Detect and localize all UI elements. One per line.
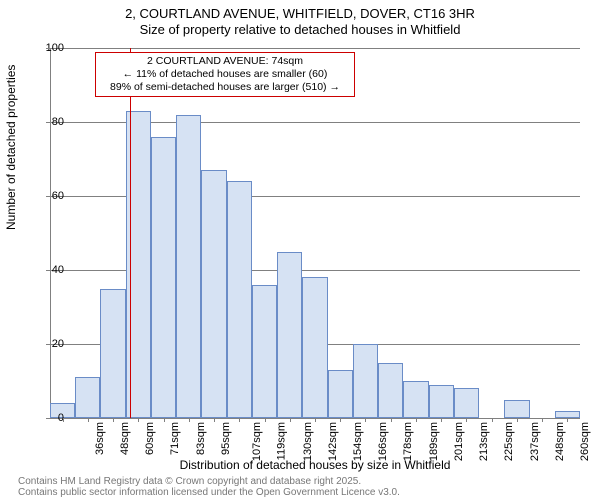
x-tick-label: 189sqm bbox=[428, 422, 440, 461]
histogram-bar bbox=[555, 411, 580, 418]
histogram-bar bbox=[429, 385, 454, 418]
x-tick-mark bbox=[517, 418, 518, 422]
y-tick-mark bbox=[46, 196, 50, 197]
x-tick-mark bbox=[492, 418, 493, 422]
x-tick-label: 213sqm bbox=[478, 422, 490, 461]
histogram-bar bbox=[378, 363, 403, 419]
histogram-bar bbox=[75, 377, 100, 418]
histogram-bar bbox=[201, 170, 226, 418]
x-tick-mark bbox=[340, 418, 341, 422]
histogram-bar bbox=[252, 285, 277, 418]
x-tick-mark bbox=[542, 418, 543, 422]
x-tick-label: 178sqm bbox=[403, 422, 415, 461]
footer-line1: Contains HM Land Registry data © Crown c… bbox=[18, 476, 400, 487]
annotation-line3: 89% of semi-detached houses are larger (… bbox=[100, 81, 350, 94]
x-tick-mark bbox=[466, 418, 467, 422]
x-tick-label: 107sqm bbox=[251, 422, 263, 461]
x-tick-mark bbox=[164, 418, 165, 422]
x-tick-mark bbox=[290, 418, 291, 422]
chart-title-line2: Size of property relative to detached ho… bbox=[0, 22, 600, 38]
chart-title-block: 2, COURTLAND AVENUE, WHITFIELD, DOVER, C… bbox=[0, 0, 600, 39]
x-tick-label: 166sqm bbox=[377, 422, 389, 461]
footer-attribution: Contains HM Land Registry data © Crown c… bbox=[18, 476, 400, 498]
histogram-bar bbox=[151, 137, 176, 418]
x-tick-mark bbox=[441, 418, 442, 422]
y-tick-mark bbox=[46, 122, 50, 123]
x-tick-mark bbox=[113, 418, 114, 422]
x-tick-label: 237sqm bbox=[529, 422, 541, 461]
x-tick-mark bbox=[365, 418, 366, 422]
y-tick-label: 20 bbox=[24, 338, 64, 350]
x-tick-mark bbox=[88, 418, 89, 422]
y-axis-label: Number of detached properties bbox=[4, 65, 18, 230]
x-tick-label: 48sqm bbox=[119, 422, 131, 455]
x-tick-label: 71sqm bbox=[169, 422, 181, 455]
x-axis-label: Distribution of detached houses by size … bbox=[50, 458, 580, 472]
x-tick-label: 95sqm bbox=[220, 422, 232, 455]
reference-marker-line bbox=[130, 48, 131, 418]
x-tick-mark bbox=[189, 418, 190, 422]
annotation-box: 2 COURTLAND AVENUE: 74sqm← 11% of detach… bbox=[95, 52, 355, 97]
x-tick-label: 225sqm bbox=[504, 422, 516, 461]
histogram-bar bbox=[277, 252, 302, 419]
y-tick-mark bbox=[46, 344, 50, 345]
y-axis-line bbox=[50, 48, 51, 418]
footer-line2: Contains public sector information licen… bbox=[18, 487, 400, 498]
histogram-bar bbox=[227, 181, 252, 418]
histogram-bar bbox=[100, 289, 125, 419]
x-tick-mark bbox=[567, 418, 568, 422]
y-tick-label: 0 bbox=[24, 412, 64, 424]
x-tick-label: 248sqm bbox=[554, 422, 566, 461]
y-tick-label: 100 bbox=[24, 42, 64, 54]
chart-title-line1: 2, COURTLAND AVENUE, WHITFIELD, DOVER, C… bbox=[0, 6, 600, 22]
x-tick-mark bbox=[315, 418, 316, 422]
y-tick-label: 80 bbox=[24, 116, 64, 128]
y-tick-mark bbox=[46, 418, 50, 419]
y-tick-label: 60 bbox=[24, 190, 64, 202]
y-tick-label: 40 bbox=[24, 264, 64, 276]
histogram-bar bbox=[302, 277, 327, 418]
annotation-line1: 2 COURTLAND AVENUE: 74sqm bbox=[100, 55, 350, 68]
chart-container: 2, COURTLAND AVENUE, WHITFIELD, DOVER, C… bbox=[0, 0, 600, 500]
x-tick-label: 130sqm bbox=[302, 422, 314, 461]
histogram-bar bbox=[403, 381, 428, 418]
histogram-bar bbox=[328, 370, 353, 418]
x-tick-mark bbox=[391, 418, 392, 422]
x-tick-label: 36sqm bbox=[94, 422, 106, 455]
x-tick-label: 260sqm bbox=[579, 422, 591, 461]
x-tick-label: 201sqm bbox=[453, 422, 465, 461]
histogram-bar bbox=[176, 115, 201, 418]
x-tick-mark bbox=[138, 418, 139, 422]
x-tick-label: 119sqm bbox=[276, 422, 288, 460]
histogram-bar bbox=[504, 400, 529, 419]
x-tick-mark bbox=[63, 418, 64, 422]
x-tick-label: 60sqm bbox=[144, 422, 156, 455]
annotation-line2: ← 11% of detached houses are smaller (60… bbox=[100, 68, 350, 81]
x-tick-mark bbox=[265, 418, 266, 422]
x-tick-label: 83sqm bbox=[195, 422, 207, 455]
plot-area bbox=[50, 48, 580, 418]
x-tick-mark bbox=[239, 418, 240, 422]
histogram-bar bbox=[353, 344, 378, 418]
x-tick-mark bbox=[214, 418, 215, 422]
y-tick-mark bbox=[46, 48, 50, 49]
x-tick-label: 142sqm bbox=[327, 422, 339, 461]
histogram-bar bbox=[454, 388, 479, 418]
y-tick-mark bbox=[46, 270, 50, 271]
x-tick-label: 154sqm bbox=[352, 422, 364, 461]
x-tick-mark bbox=[416, 418, 417, 422]
